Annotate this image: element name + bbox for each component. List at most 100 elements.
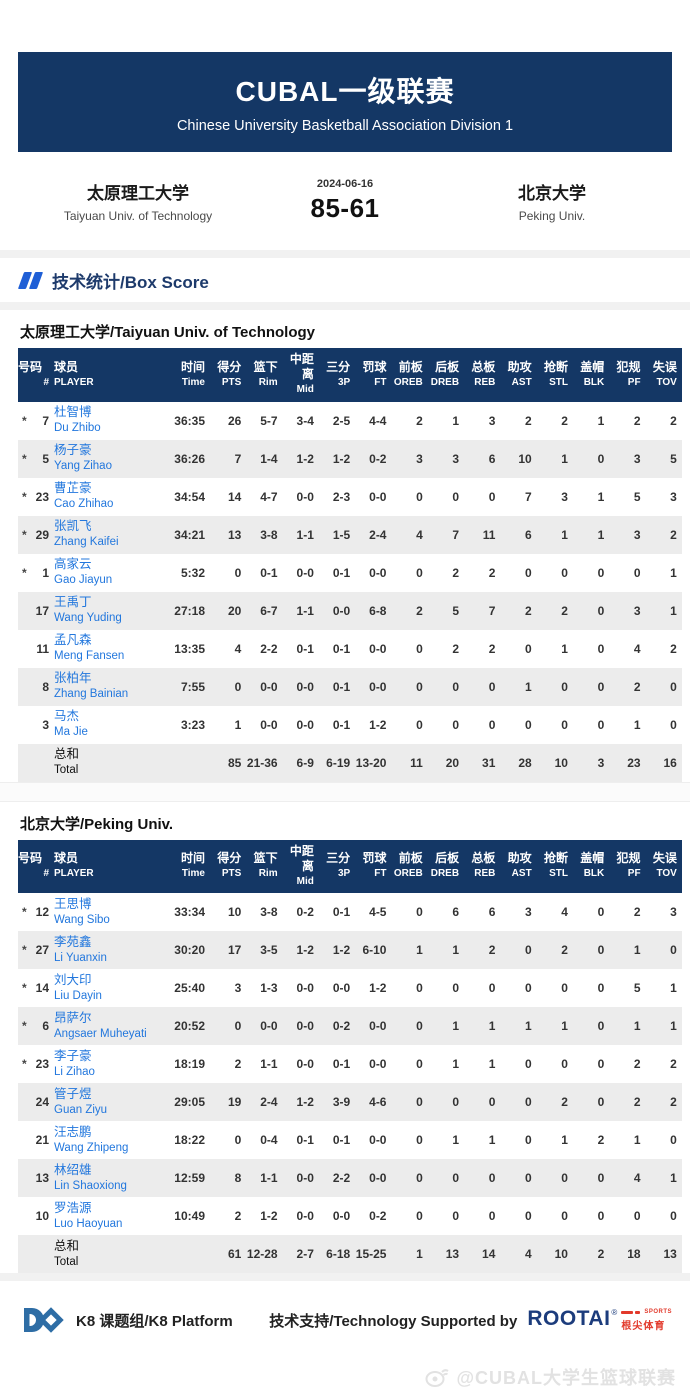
player-row: * 27 李苑鑫 Li Yuanxin 30:20 17 3-5 1-2 1-2 6-10 1 1 2 0… xyxy=(18,931,682,969)
stat-cell: 3-9 xyxy=(318,1083,356,1121)
player-row: * 14 刘大印 Liu Dayin 25:40 3 1-3 0-0 0-0 1-2 0 0 0 0 0 0 5… xyxy=(18,969,682,1007)
player-row: 11 孟凡森 Meng Fansen 13:35 4 2-2 0-1 0-1 0-0 0 2 2 0 1 0… xyxy=(18,630,682,668)
player-name-link[interactable]: 王禹丁 Wang Yuding xyxy=(54,591,166,630)
stat-cell: 2 xyxy=(670,413,677,428)
player-name-link[interactable]: 李苑鑫 Li Yuanxin xyxy=(54,931,166,969)
stat-cell: 1 xyxy=(645,1007,682,1045)
stat-cell: 7:55 xyxy=(166,667,210,706)
player-name-link[interactable]: 汪志鹏 Wang Zhipeng xyxy=(54,1124,129,1154)
stat-cell: 2 xyxy=(597,1133,605,1147)
stat-cell: 4 xyxy=(500,1235,537,1273)
stat-cell: 6-19 xyxy=(318,743,356,782)
stat-cell: 0 xyxy=(416,1133,423,1147)
player-row: * 23 曹芷豪 Cao Zhihao 34:54 14 4-7 0-0 2-3 0-0 0 0 0 7 3… xyxy=(18,478,682,516)
column-header: 时间 Time xyxy=(166,839,210,893)
player-name-link[interactable]: 刘大印 Liu Dayin xyxy=(54,972,102,1002)
stat-cell: 3 xyxy=(234,981,242,995)
stat-cell: 0 xyxy=(561,981,568,995)
starter-star-icon: * xyxy=(22,1019,27,1033)
player-name-link[interactable]: 王思博 Wang Sibo xyxy=(54,896,110,926)
player-name-link[interactable]: 杨子豪 Yang Zihao xyxy=(54,439,166,478)
stat-cell: 1 xyxy=(633,1133,641,1147)
stat-cell: 1-4 xyxy=(246,439,283,478)
stat-cell: 3 xyxy=(572,743,610,782)
registered-mark-icon: ® xyxy=(611,1308,618,1317)
player-name-link[interactable]: 高家云 Gao Jiayun xyxy=(54,557,113,587)
rootai-wordmark: ROOTAI xyxy=(527,1307,611,1330)
footer: K8 课题组/K8 Platform 技术支持/Technology Suppo… xyxy=(0,1281,690,1400)
stat-cell: 6-8 xyxy=(355,591,392,630)
column-header: 前板 OREB xyxy=(391,839,428,893)
column-header: 犯规 PF xyxy=(609,348,646,402)
stat-cell: 26 xyxy=(227,413,242,428)
stat-cell: 0-1 xyxy=(296,641,314,656)
rootai-logo: ROOTAI ® SPORTS 根尖体育 xyxy=(527,1308,672,1332)
stat-cell: 2-7 xyxy=(282,1235,319,1273)
stat-cell: 34:54 xyxy=(174,489,205,504)
stat-cell: 2 xyxy=(524,413,532,428)
stat-cell xyxy=(166,1235,210,1273)
player-name-link[interactable]: 管子煜 Guan Ziyu xyxy=(54,1083,166,1121)
stat-cell: 2-4 xyxy=(246,1083,283,1121)
stat-cell: 2 xyxy=(536,931,573,969)
stat-cell: 3 xyxy=(524,905,532,919)
player-number-cell xyxy=(18,743,54,782)
stat-cell: 0-0 xyxy=(296,1057,314,1071)
player-number-cell: 8 xyxy=(18,667,54,706)
stat-cell: 0-0 xyxy=(369,565,387,580)
stat-cell: 3-8 xyxy=(246,515,283,554)
stat-cell: 2 xyxy=(572,1235,610,1273)
stat-cell: 5 xyxy=(427,591,465,630)
stat-cell: 14 xyxy=(227,489,242,504)
player-name-link[interactable]: 罗浩源 Luo Haoyuan xyxy=(54,1200,123,1230)
column-header: 抢断 STL xyxy=(536,839,573,893)
player-number-cell: 3 xyxy=(18,706,54,744)
stat-cell: 6 xyxy=(464,439,501,478)
stat-cell: 1 xyxy=(488,1133,496,1147)
stat-cell: 0 xyxy=(391,1083,428,1121)
player-name-link[interactable]: 马杰 Ma Jie xyxy=(54,709,88,739)
stat-cell: 13 xyxy=(427,1235,465,1273)
stat-cell: 0 xyxy=(597,981,605,995)
player-name-link[interactable]: 林绍雄 Lin Shaoxiong xyxy=(54,1159,166,1197)
player-name-link[interactable]: 杜智博 Du Zhibo xyxy=(54,405,101,435)
stat-cell: 0-1 xyxy=(332,641,351,656)
player-name-link[interactable]: 张凯飞 Zhang Kaifei xyxy=(54,515,166,554)
stat-cell: 18:22 xyxy=(174,1133,205,1147)
stat-cell: 2-2 xyxy=(318,1159,356,1197)
stat-cell: 1 xyxy=(609,931,646,969)
stat-cell: 0 xyxy=(210,1007,247,1045)
player-row: 13 林绍雄 Lin Shaoxiong 12:59 8 1-1 0-0 2-2 0-0 0 0 0 0… xyxy=(18,1159,682,1197)
player-name-link[interactable]: 张柏年 Zhang Bainian xyxy=(54,667,166,706)
stat-cell: 0 xyxy=(572,667,610,706)
stat-cell: 0 xyxy=(524,981,532,995)
player-name-link[interactable]: 李子豪 Li Zihao xyxy=(54,1048,95,1078)
player-name-link[interactable]: 曹芷豪 Cao Zhihao xyxy=(54,481,114,511)
stat-cell: 0-0 xyxy=(282,1159,319,1197)
player-number: 12 xyxy=(35,905,49,919)
stat-cell: 11 xyxy=(464,515,501,554)
column-header: 得分 PTS xyxy=(210,839,247,893)
away-team-name-cn: 北京大学 xyxy=(518,184,586,203)
player-name-link[interactable]: 孟凡森 Meng Fansen xyxy=(54,633,125,663)
stat-cell: 1-1 xyxy=(246,1159,283,1197)
column-header: 前板 OREB xyxy=(391,348,428,402)
column-header: 球员 PLAYER xyxy=(54,839,166,893)
player-number-cell: * 23 xyxy=(18,478,54,516)
column-header: 后板 DREB xyxy=(427,839,465,893)
weibo-watermark: @CUBAL大学生篮球联赛 xyxy=(424,1364,676,1390)
stat-cell: 1 xyxy=(427,1007,465,1045)
stat-cell: 0-0 xyxy=(369,489,387,504)
stat-cell: 2 xyxy=(452,565,460,580)
stat-cell: 2 xyxy=(609,667,646,706)
stat-cell: 4 xyxy=(391,515,428,554)
stat-cell: 0 xyxy=(416,717,423,732)
stat-cell: 31 xyxy=(464,743,501,782)
tech-support: 技术支持/Technology Supported by ROOTAI ® SP… xyxy=(269,1308,672,1332)
player-number-cell: * 6 xyxy=(18,1007,54,1045)
stat-cell: 3 xyxy=(488,413,496,428)
player-name-link[interactable]: 昂萨尔 Angsaer Muheyati xyxy=(54,1007,166,1045)
stat-cell: 4 xyxy=(609,1159,646,1197)
stat-cell: 4-5 xyxy=(369,905,387,919)
stat-cell: 0 xyxy=(391,1007,428,1045)
